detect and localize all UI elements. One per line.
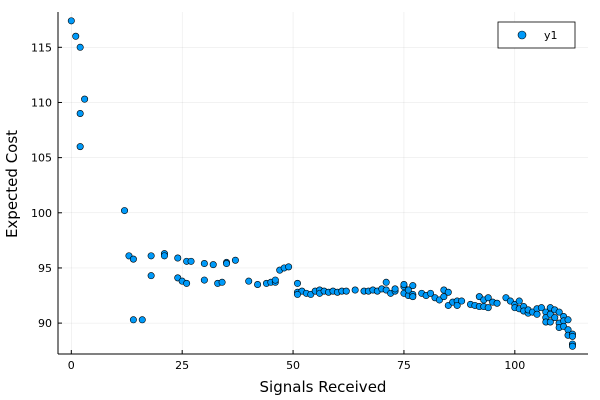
x-tick-label: 50 (286, 359, 300, 372)
y-tick-label: 115 (31, 41, 52, 54)
axes (57, 12, 588, 355)
legend-marker (517, 30, 527, 40)
data-point (160, 252, 168, 260)
x-tick-label: 100 (504, 359, 525, 372)
data-point (271, 276, 279, 284)
data-point (546, 318, 554, 326)
data-point (444, 288, 452, 296)
legend-label: y1 (544, 29, 558, 42)
legend-box (497, 21, 576, 49)
grid (58, 12, 588, 354)
data-point (453, 301, 461, 309)
y-tick-label: 110 (31, 96, 52, 109)
data-point (200, 260, 208, 268)
data-point (147, 272, 155, 280)
data-points (67, 17, 576, 350)
data-point (537, 304, 545, 312)
data-point (76, 109, 84, 117)
data-point (458, 297, 466, 305)
data-point (174, 254, 182, 262)
y-tick-label: 90 (38, 317, 52, 330)
data-point (129, 255, 137, 263)
x-tick-label: 75 (397, 359, 411, 372)
data-point (183, 279, 191, 287)
data-point (568, 342, 576, 350)
data-point (400, 280, 408, 288)
y-tick-label: 105 (31, 152, 52, 165)
data-point (254, 280, 262, 288)
data-point (72, 32, 80, 40)
data-point (484, 304, 492, 312)
data-point (293, 290, 301, 298)
data-point (484, 294, 492, 302)
data-point (76, 43, 84, 51)
data-point (147, 252, 155, 260)
data-point (121, 207, 129, 215)
data-point (555, 308, 563, 316)
data-point (76, 143, 84, 151)
data-point (285, 263, 293, 271)
data-point (81, 95, 89, 103)
data-point (138, 316, 146, 324)
data-point (67, 17, 75, 25)
data-point (382, 278, 390, 286)
data-point (404, 286, 412, 294)
data-point (223, 260, 231, 268)
data-point (200, 276, 208, 284)
data-point (551, 314, 559, 322)
data-point (129, 316, 137, 324)
legend: y1 (497, 21, 576, 49)
data-point (351, 286, 359, 294)
data-point (409, 282, 417, 290)
data-point (568, 332, 576, 340)
data-point (533, 310, 541, 318)
data-point (245, 277, 253, 285)
data-point (293, 279, 301, 287)
y-tick-label: 95 (38, 262, 52, 275)
x-axis-label: Signals Received (260, 378, 387, 396)
data-point (427, 289, 435, 297)
data-point (515, 297, 523, 305)
data-point (231, 256, 239, 264)
data-point (391, 285, 399, 293)
data-point (342, 287, 350, 295)
data-point (209, 261, 217, 269)
y-axis-label: Expected Cost (3, 130, 21, 238)
data-point (564, 316, 572, 324)
x-tick-label: 0 (68, 359, 75, 372)
data-point (409, 293, 417, 301)
tick-labels: 0 25 50 75 100 90 95 100 105 110 115 (31, 41, 525, 372)
x-tick-label: 25 (175, 359, 189, 372)
data-point (493, 299, 501, 307)
data-point (187, 257, 195, 265)
data-point (218, 278, 226, 286)
y-tick-label: 100 (31, 207, 52, 220)
